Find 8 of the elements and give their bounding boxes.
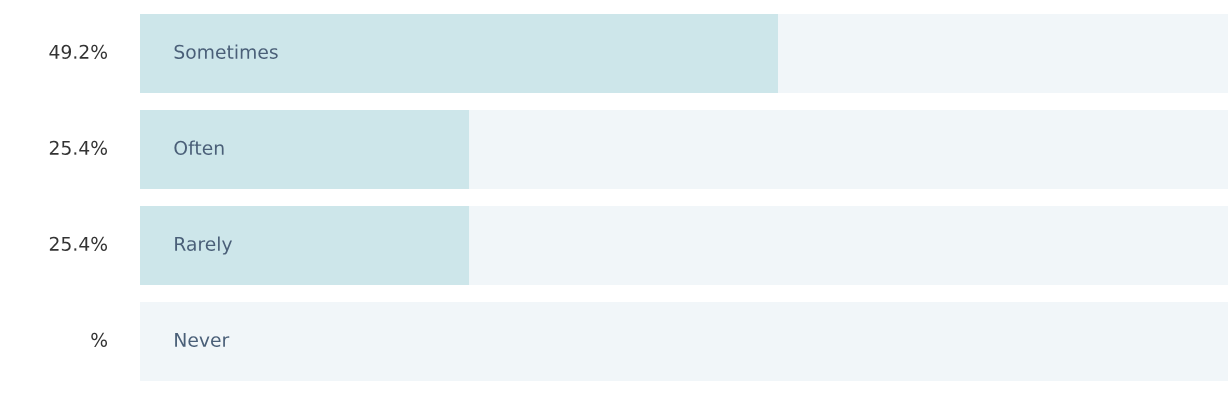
y-tick-label: Often (174, 140, 224, 155)
data-label: % (91, 332, 108, 347)
y-tick-label: Rarely (175, 236, 232, 255)
y-tick-label: Never (175, 333, 230, 347)
y-tick-label: Sometimes (174, 44, 278, 59)
data-label: 25.4% (49, 236, 108, 251)
data-label: 25.4% (49, 140, 108, 155)
data-label: 49.2% (49, 44, 108, 59)
